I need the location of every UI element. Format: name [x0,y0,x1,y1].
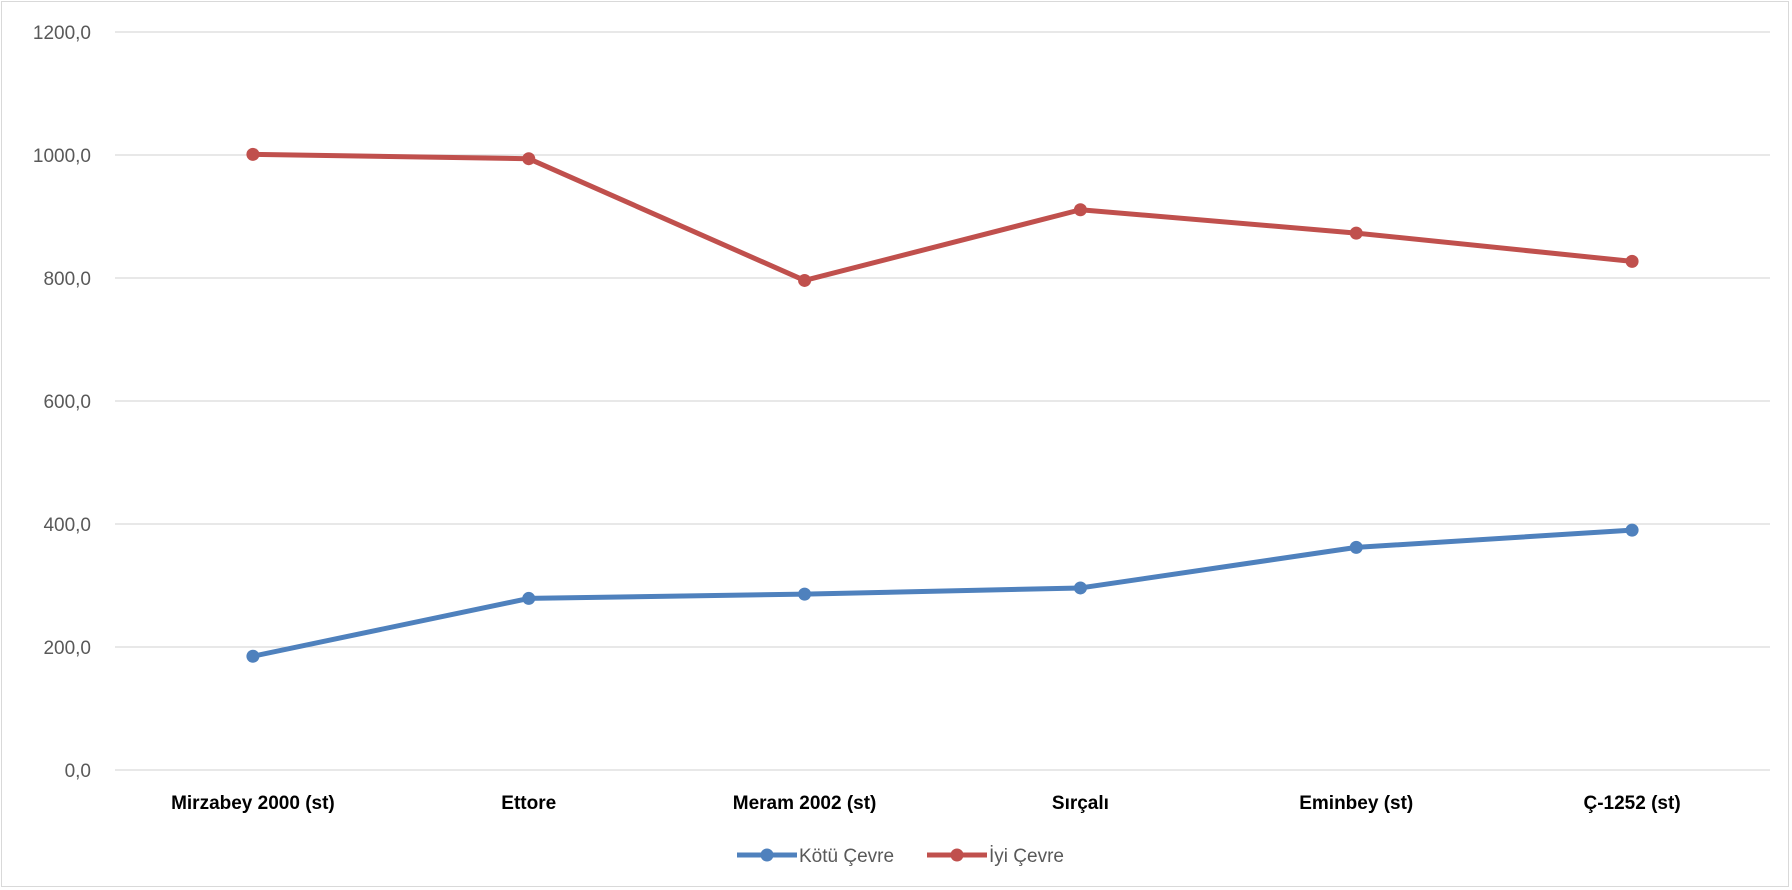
y-tick-label: 400,0 [43,515,91,536]
data-point [522,591,536,605]
y-tick-label: 0,0 [65,761,91,782]
data-point [246,147,260,161]
y-tick-label: 200,0 [43,638,91,659]
series-2 [246,147,1639,287]
y-tick-label: 1200,0 [33,23,91,44]
data-point [1073,581,1087,595]
legend-swatch-marker [760,848,774,862]
x-category-label: Ç-1252 (st) [1584,793,1681,814]
series-line [250,527,1635,659]
x-axis-category-labels: Mirzabey 2000 (st) Ettore Meram 2002 (st) S… [171,793,1681,814]
data-point [1625,254,1639,268]
data-point [1349,540,1363,554]
legend-item: İyi Çevre [927,846,1064,867]
x-category-label: Sırçalı [1052,793,1109,814]
x-category-label: Ettore [501,793,556,814]
data-point [1073,203,1087,217]
y-tick-label: 600,0 [43,392,91,413]
legend-label: İyi Çevre [989,846,1064,867]
y-tick-label: 800,0 [43,269,91,290]
series-1 [246,523,1639,663]
legend-item: Kötü Çevre [737,846,894,867]
x-category-label: Eminbey (st) [1299,793,1413,814]
legend: Kötü Çevre İyi Çevre [737,846,1064,867]
legend-swatch-marker [950,848,964,862]
legend-label: Kötü Çevre [799,846,894,867]
data-point [522,152,536,166]
x-category-label: Meram 2002 (st) [733,793,877,814]
data-point [1625,523,1639,537]
series-line [250,151,1635,283]
data-point [1349,226,1363,240]
data-point [246,649,260,663]
data-point [798,587,812,601]
data-series [246,147,1639,663]
data-point [798,273,812,287]
x-category-label: Mirzabey 2000 (st) [171,793,335,814]
gridlines [115,31,1770,771]
y-tick-label: 1000,0 [33,146,91,167]
y-axis-tick-labels: 0,0 200,0 400,0 600,0 800,0 1000,0 1200,0 [33,23,91,782]
